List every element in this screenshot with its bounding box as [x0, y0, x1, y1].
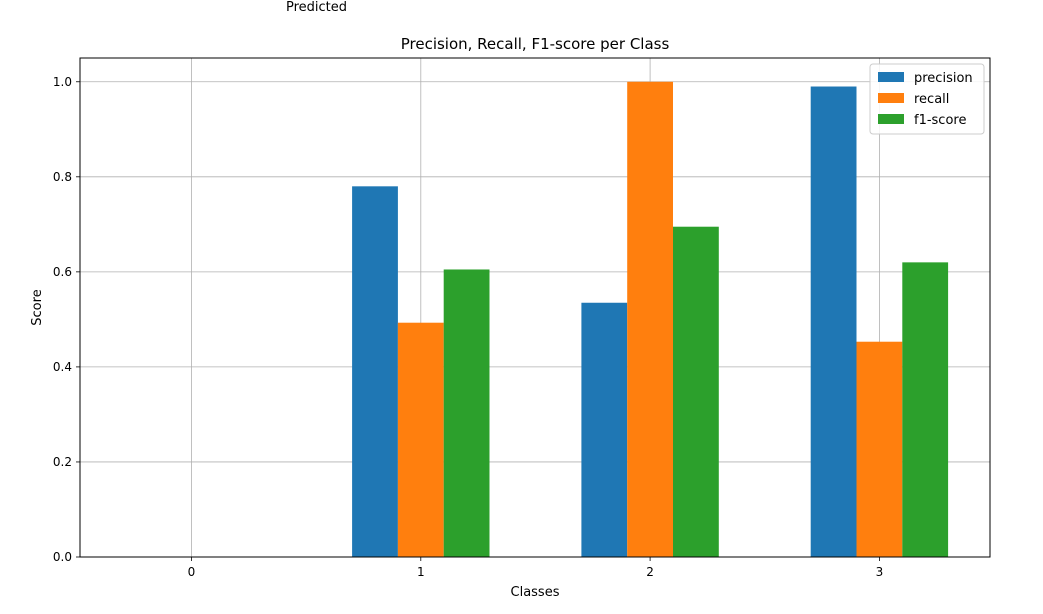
y-tick-label: 0.4 [53, 360, 72, 374]
bar-precision-class-1 [352, 186, 398, 558]
y-tick-label: 0.0 [53, 550, 72, 564]
legend-swatch-f1-score [878, 114, 904, 124]
bar-precision-class-3 [810, 86, 857, 557]
bars [352, 81, 949, 558]
bar-recall-class-2 [627, 81, 673, 557]
bar-precision-class-2 [581, 302, 628, 557]
y-axis-label: Score [30, 289, 45, 325]
legend-label-precision: precision [914, 71, 973, 86]
bar-recall-class-1 [397, 322, 444, 557]
chart-title: Precision, Recall, F1-score per Class [401, 35, 670, 53]
x-tick-label: 1 [417, 565, 425, 579]
bar-recall-class-3 [856, 341, 903, 557]
bar-f1-score-class-3 [902, 262, 949, 557]
y-tick-label: 0.6 [53, 265, 72, 279]
residual-predicted-label: Predicted [286, 0, 347, 15]
legend-swatch-precision [878, 72, 904, 82]
axis-ticks: 0.0 0.2 0.4 0.6 0.8 1.0 0 1 2 3 [53, 75, 883, 579]
y-tick-label: 0.8 [53, 170, 72, 184]
bar-f1-score-class-1 [443, 269, 490, 557]
legend-label-recall: recall [914, 92, 949, 107]
bar-f1-score-class-2 [673, 226, 719, 557]
legend-swatch-recall [878, 93, 904, 103]
legend: precision recall f1-score [869, 63, 985, 135]
x-tick-label: 2 [646, 565, 654, 579]
x-axis-label: Classes [511, 585, 560, 600]
y-tick-label: 0.2 [53, 455, 72, 469]
y-tick-label: 1.0 [53, 75, 72, 89]
legend-label-f1-score: f1-score [914, 113, 966, 128]
plot-frame [79, 57, 991, 558]
x-tick-label: 3 [876, 565, 884, 579]
x-tick-label: 0 [188, 565, 196, 579]
